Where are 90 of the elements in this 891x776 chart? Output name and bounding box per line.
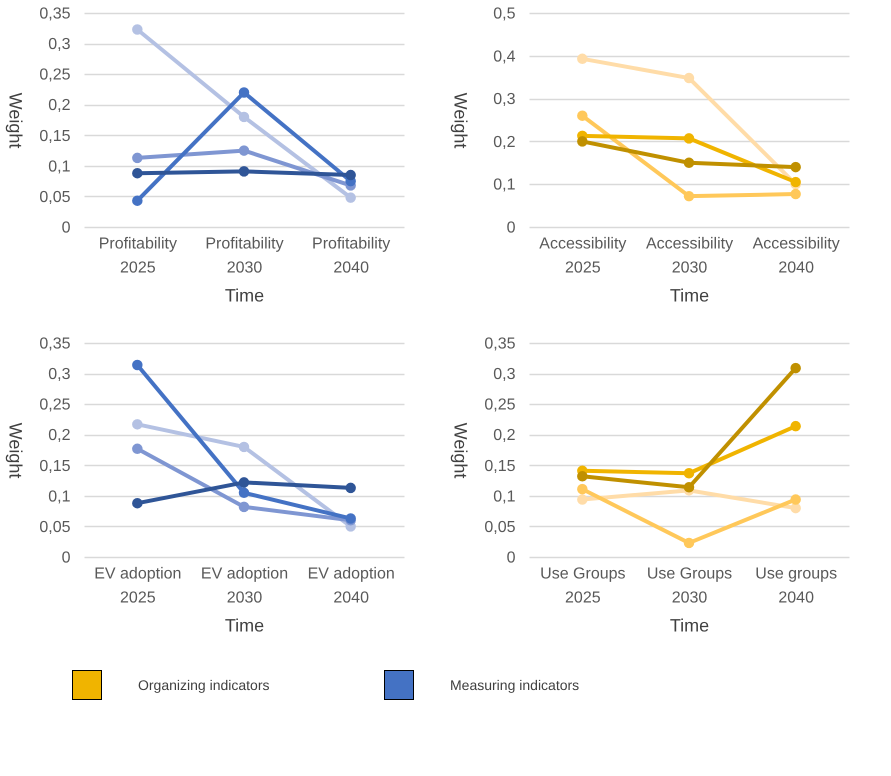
point bbox=[238, 166, 250, 177]
point bbox=[577, 54, 588, 64]
x-axis-title: Time bbox=[670, 286, 710, 306]
x-tick-label: Use Groups 2025 bbox=[540, 566, 626, 606]
y-tick-label: 0,35 bbox=[39, 6, 71, 22]
point bbox=[345, 170, 356, 180]
x-tick-label: Accessibility 2025 bbox=[539, 236, 626, 276]
y-tick-label: 0,1 bbox=[493, 176, 516, 194]
point bbox=[684, 133, 694, 144]
x-tick-label: EV adoption 2030 bbox=[200, 566, 288, 606]
y-tick-label: 0,5 bbox=[493, 6, 516, 22]
point bbox=[577, 136, 588, 147]
y-tick-label: 0,15 bbox=[39, 458, 71, 475]
point bbox=[132, 498, 143, 508]
x-tick-label: Use Groups 2030 bbox=[646, 566, 732, 606]
y-tick-label: 0,4 bbox=[493, 48, 516, 66]
x-axis-title: Time bbox=[224, 286, 264, 306]
y-tick-label: 0,25 bbox=[39, 66, 71, 84]
x-tick-label: Profitability 2025 bbox=[98, 236, 177, 276]
y-tick-label: 0,2 bbox=[493, 134, 516, 151]
y-axis-title: Weight bbox=[450, 422, 470, 478]
point bbox=[684, 468, 694, 478]
category-label: Organizing indicators bbox=[138, 677, 270, 693]
point bbox=[684, 158, 694, 168]
y-tick-label: 0,2 bbox=[493, 427, 516, 444]
point bbox=[790, 494, 801, 505]
y-axis-title: Weight bbox=[6, 422, 26, 478]
x-tick-label: Accessibility 2040 bbox=[752, 236, 840, 276]
y-tick-label: 0,25 bbox=[39, 396, 71, 414]
y-axis-title: Weight bbox=[6, 92, 26, 148]
point bbox=[345, 482, 356, 494]
x-tick-label: Accessibility 2030 bbox=[646, 236, 734, 276]
point bbox=[132, 152, 143, 164]
y-tick-label: 0 bbox=[62, 220, 71, 236]
point bbox=[684, 482, 694, 493]
point bbox=[790, 420, 801, 432]
point bbox=[132, 24, 143, 35]
x-tick-label: Profitability 2040 bbox=[312, 236, 390, 276]
point bbox=[684, 190, 694, 202]
point bbox=[132, 419, 143, 430]
y-tick-label: 0,35 bbox=[484, 336, 516, 352]
y-tick-label: 0,1 bbox=[48, 158, 71, 176]
x-tick-label: EV adoption 2025 bbox=[94, 566, 182, 606]
y-tick-label: 0,3 bbox=[48, 36, 71, 54]
point bbox=[790, 502, 801, 514]
y-tick-label: 0 bbox=[506, 220, 516, 236]
point bbox=[132, 168, 143, 178]
x-tick-label: Use groups 2040 bbox=[755, 566, 838, 606]
point bbox=[684, 538, 694, 548]
point bbox=[238, 112, 250, 122]
y-tick-label: 0,15 bbox=[484, 458, 516, 475]
point bbox=[684, 72, 694, 84]
point bbox=[790, 362, 801, 374]
x-tick-label: EV adoption 2040 bbox=[308, 566, 395, 606]
y-tick-label: 0,3 bbox=[493, 91, 516, 108]
point bbox=[790, 188, 801, 200]
point bbox=[577, 110, 588, 121]
x-axis-title: Time bbox=[224, 616, 264, 636]
point bbox=[238, 488, 250, 498]
y-tick-label: 0 bbox=[506, 550, 516, 566]
y-tick-label: 0,15 bbox=[39, 128, 71, 145]
point bbox=[238, 442, 250, 452]
point bbox=[790, 162, 801, 172]
y-tick-label: 0,1 bbox=[493, 488, 516, 506]
point bbox=[238, 145, 250, 156]
x-tick-label: Profitability 2030 bbox=[205, 236, 284, 276]
y-tick-label: 0,25 bbox=[484, 396, 516, 414]
category-label: Measuring indicators bbox=[450, 677, 580, 693]
y-tick-label: 0,05 bbox=[484, 518, 516, 536]
point bbox=[577, 494, 588, 505]
point bbox=[577, 471, 588, 482]
y-tick-label: 0,3 bbox=[493, 366, 516, 384]
point bbox=[132, 195, 143, 206]
y-tick-label: 0,2 bbox=[48, 97, 71, 114]
y-tick-label: 0,05 bbox=[39, 188, 71, 206]
point bbox=[238, 87, 250, 98]
y-tick-label: 0 bbox=[62, 550, 71, 566]
y-tick-label: 0,35 bbox=[39, 336, 71, 352]
y-tick-label: 0,3 bbox=[48, 366, 71, 384]
point bbox=[238, 477, 250, 488]
y-axis-title: Weight bbox=[450, 92, 470, 148]
y-tick-label: 0,2 bbox=[48, 427, 71, 444]
point bbox=[238, 502, 250, 512]
y-tick-label: 0,1 bbox=[48, 488, 71, 506]
point bbox=[577, 484, 588, 494]
y-tick-label: 0,05 bbox=[39, 518, 71, 536]
point bbox=[345, 192, 356, 203]
x-axis-title: Time bbox=[670, 616, 710, 636]
point bbox=[132, 444, 143, 454]
point bbox=[132, 360, 143, 370]
